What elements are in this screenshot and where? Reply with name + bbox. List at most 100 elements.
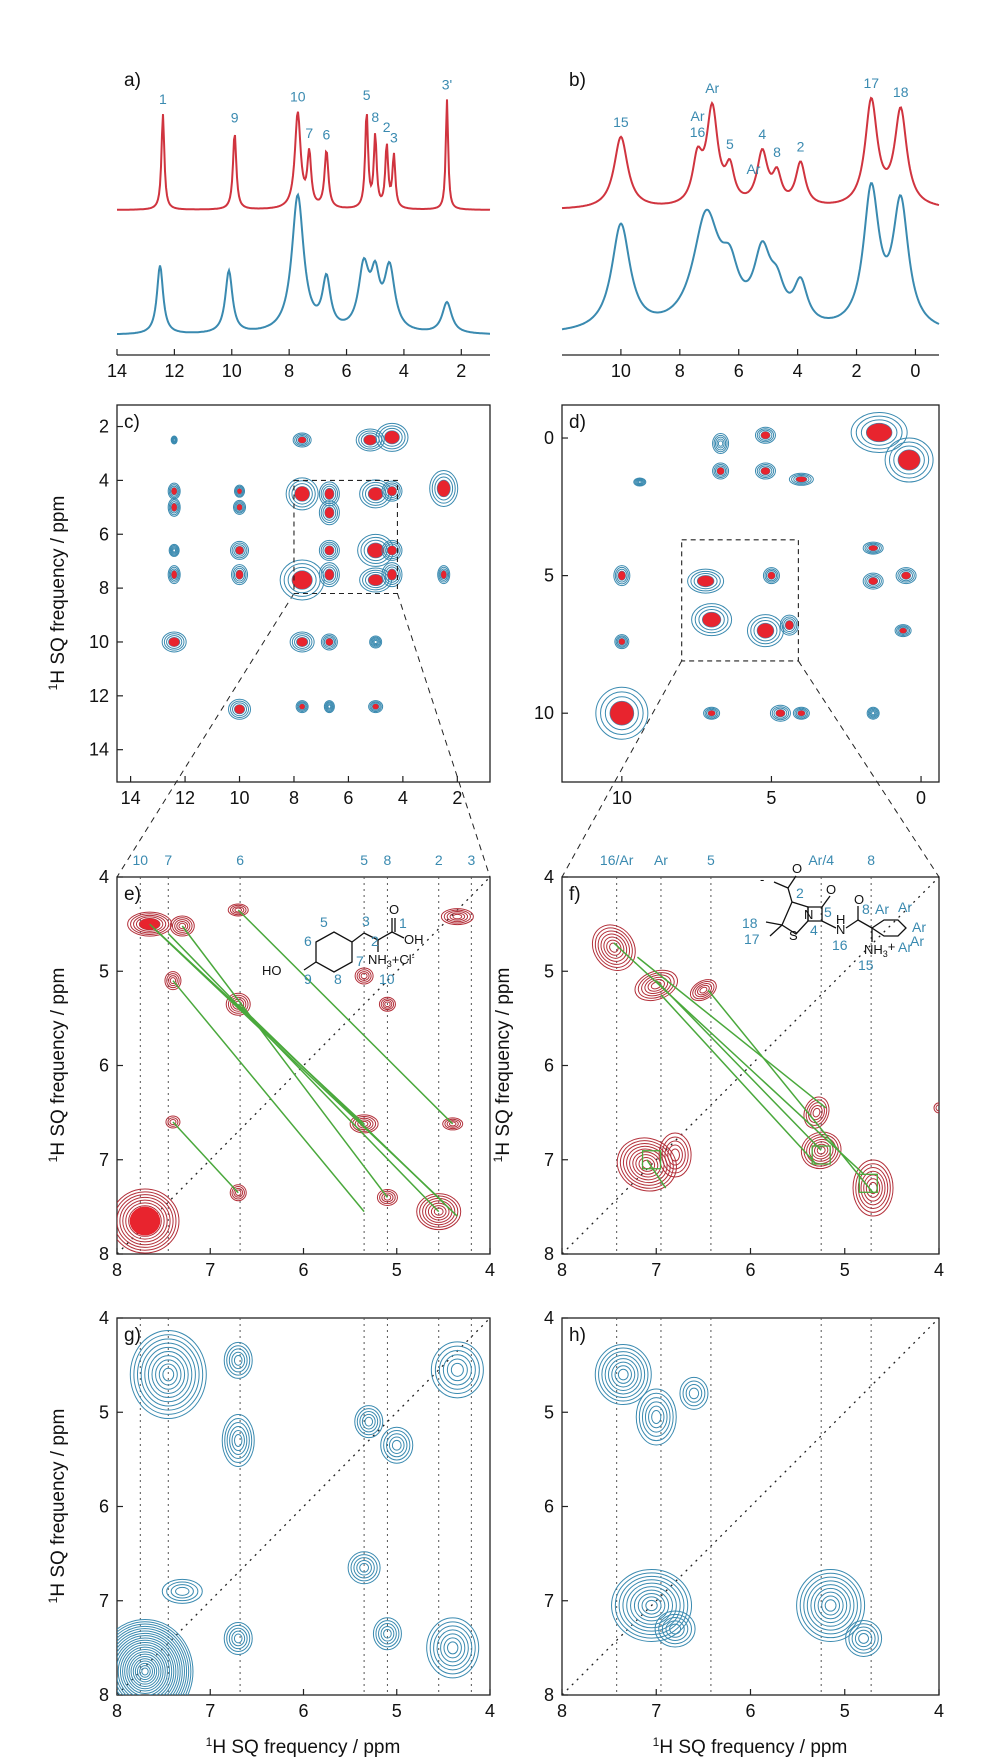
contour-d xyxy=(613,565,631,587)
contour-c xyxy=(287,566,317,594)
contour-c xyxy=(161,631,187,653)
contour-c xyxy=(434,476,454,501)
structure-number: 8 xyxy=(334,971,342,987)
contour-group-c xyxy=(167,497,181,517)
contour-core-c xyxy=(171,570,177,579)
x-tick-label-d: 5 xyxy=(766,788,776,808)
contour-group-c xyxy=(228,698,252,720)
peak-label-b: Ar xyxy=(746,161,760,177)
contour-core-c xyxy=(299,703,305,710)
contour-group-e xyxy=(378,996,396,1012)
x-tick-label-c: 2 xyxy=(452,788,462,808)
contour-d xyxy=(865,422,893,443)
contour-e xyxy=(122,1199,168,1243)
contour-f xyxy=(600,933,628,962)
contour-h xyxy=(851,1626,876,1651)
contour-f xyxy=(814,1143,829,1157)
contour-c xyxy=(172,548,177,553)
contour-group-f xyxy=(689,979,717,1002)
contour-h xyxy=(845,1619,883,1657)
contour-f xyxy=(805,1099,828,1126)
structure-number: 2 xyxy=(796,885,804,901)
contour-d xyxy=(690,570,721,592)
contour-d xyxy=(704,707,719,719)
contour-group-c xyxy=(318,539,340,561)
contour-d xyxy=(604,696,639,731)
y-axis-label-g: 1H SQ frequency / ppm xyxy=(46,1409,69,1604)
contour-group-g xyxy=(129,1330,207,1420)
correlation-line-f xyxy=(636,956,827,1109)
contour-h xyxy=(617,1368,629,1381)
contour-e xyxy=(168,975,178,987)
contour-group-c xyxy=(355,428,385,452)
contour-e xyxy=(167,1117,179,1127)
contour-g xyxy=(136,1662,153,1681)
diagonal-e xyxy=(116,876,491,1255)
contour-e xyxy=(130,913,170,936)
contour-group-g xyxy=(161,1578,203,1604)
contour-c xyxy=(439,568,449,581)
contour-core-d xyxy=(697,575,714,587)
structure-atom: H xyxy=(836,912,845,927)
peak-label-a: 7 xyxy=(305,125,313,141)
contour-c xyxy=(326,703,333,710)
contour-core-d xyxy=(868,577,878,585)
contour-group-c xyxy=(170,435,178,445)
contour-d xyxy=(712,462,730,480)
contour-c xyxy=(375,422,409,452)
contour-h xyxy=(803,1576,858,1635)
contour-e xyxy=(354,1117,374,1131)
contour-f xyxy=(857,1167,889,1210)
contour-f xyxy=(664,1140,686,1170)
contour-h xyxy=(604,1354,642,1395)
y-tick-label-c: 8 xyxy=(99,578,109,598)
contour-c xyxy=(234,545,245,556)
structure-number: 18 xyxy=(742,915,758,931)
contour-c xyxy=(369,635,383,649)
contour-d xyxy=(713,434,728,453)
structure-number: 7 xyxy=(356,953,364,969)
contour-g xyxy=(223,1341,253,1379)
x-tick-label-h: 5 xyxy=(840,1701,850,1721)
contour-core-d xyxy=(757,623,774,638)
structure-number: Ar xyxy=(910,933,924,949)
contour-g xyxy=(170,1584,194,1599)
x-tick-label-b: 4 xyxy=(793,361,803,381)
contour-c xyxy=(297,702,307,711)
correlation-box-f xyxy=(858,1173,878,1193)
contour-g xyxy=(353,1557,375,1579)
contour-h xyxy=(682,1380,706,1407)
contour-group-d xyxy=(762,567,780,585)
contour-d xyxy=(894,624,912,638)
structure-number: 17 xyxy=(744,931,760,947)
contour-group-d xyxy=(613,565,631,587)
contour-group-c xyxy=(318,500,340,526)
contour-h xyxy=(810,1584,851,1627)
contour-core-d xyxy=(716,467,725,475)
contour-core-c xyxy=(171,503,177,512)
contour-h xyxy=(611,1568,693,1642)
contour-group-e xyxy=(227,903,249,917)
contour-d xyxy=(864,574,882,589)
contour-group-d xyxy=(788,472,814,486)
contour-core-c xyxy=(372,703,379,710)
contour-e xyxy=(452,913,463,920)
contour-e xyxy=(125,1202,165,1240)
contour-c xyxy=(436,479,451,498)
contour-d xyxy=(702,611,722,628)
contour-c xyxy=(231,542,248,559)
contour-g xyxy=(446,1358,468,1382)
spectrum-b-series-2 xyxy=(561,182,940,331)
contour-c xyxy=(168,484,180,499)
y-tick-label-e: 8 xyxy=(99,1244,109,1264)
contour-c xyxy=(289,631,315,653)
contour-g xyxy=(386,1433,408,1458)
contour-group-d xyxy=(779,614,799,636)
contour-d xyxy=(868,708,878,718)
column-label-f: 8 xyxy=(867,852,875,868)
diagonal-h xyxy=(561,1317,940,1696)
contour-d xyxy=(758,429,773,441)
contour-core-c xyxy=(237,488,242,494)
contour-g xyxy=(361,1413,376,1430)
